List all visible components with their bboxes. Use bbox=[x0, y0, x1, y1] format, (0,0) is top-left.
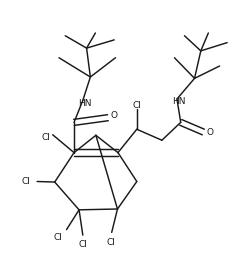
Text: Cl: Cl bbox=[53, 233, 62, 242]
Text: Cl: Cl bbox=[106, 238, 114, 247]
Text: Cl: Cl bbox=[78, 240, 87, 249]
Text: O: O bbox=[110, 111, 117, 120]
Text: Cl: Cl bbox=[42, 133, 51, 142]
Text: O: O bbox=[205, 128, 212, 137]
Text: Cl: Cl bbox=[22, 177, 31, 186]
Text: HN: HN bbox=[78, 99, 91, 108]
Text: HN: HN bbox=[172, 97, 185, 106]
Text: Cl: Cl bbox=[132, 101, 141, 109]
